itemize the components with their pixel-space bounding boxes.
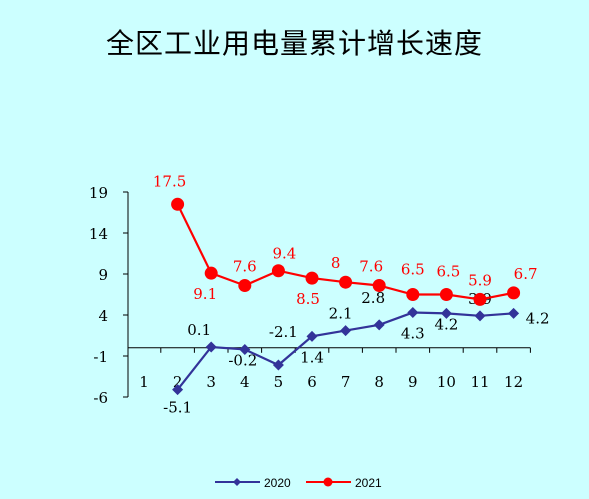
data-point-2020	[440, 307, 452, 319]
y-tick-label: 19	[89, 184, 108, 202]
legend-label-2021: 2021	[355, 476, 382, 490]
data-point-2020	[508, 307, 520, 319]
data-label-2021: 5.9	[468, 271, 492, 289]
legend-label-2020: 2020	[264, 476, 291, 490]
data-label-2021: 8	[331, 254, 341, 272]
data-label-2021: 9.1	[193, 285, 217, 303]
data-point-2020	[373, 319, 385, 331]
data-point-2021	[406, 288, 420, 301]
data-point-2021	[473, 292, 487, 306]
x-tick-label: 12	[504, 373, 523, 391]
data-label-2021: 17.5	[153, 172, 186, 190]
y-tick-label: 4	[98, 307, 108, 325]
x-tick-label: 2	[173, 373, 183, 391]
legend-marker-2021	[323, 477, 333, 487]
data-point-2021	[305, 271, 319, 285]
y-tick-label: -6	[93, 389, 108, 407]
data-point-2020	[239, 343, 251, 355]
x-tick-label: 9	[408, 373, 418, 391]
data-point-2021	[507, 286, 521, 300]
data-point-2021	[238, 278, 252, 292]
data-label-2020: -0.2	[228, 351, 257, 369]
data-label-2021: 6.5	[401, 261, 425, 279]
data-point-2020	[205, 341, 217, 353]
x-tick-label: 8	[374, 373, 384, 391]
y-tick-label: 14	[89, 225, 108, 243]
data-label-2020: 4.2	[526, 309, 550, 327]
x-tick-label: 1	[139, 373, 149, 391]
x-tick-label: 6	[307, 373, 317, 391]
data-point-2020	[407, 307, 419, 319]
y-tick-label: -1	[93, 348, 108, 366]
x-tick-label: 11	[470, 373, 489, 391]
x-tick-label: 3	[206, 373, 216, 391]
data-label-2020: 2.1	[329, 305, 353, 323]
data-label-2020: 2.8	[361, 289, 385, 307]
data-point-2020	[306, 330, 318, 342]
data-label-2021: 8.5	[296, 290, 320, 308]
data-point-2020	[340, 325, 352, 337]
data-label-2020: 4.3	[401, 325, 425, 343]
x-tick-label: 10	[437, 373, 456, 391]
data-point-2021	[439, 288, 453, 301]
data-label-2021: 6.7	[514, 265, 538, 283]
data-point-2021	[171, 197, 185, 211]
data-label-2021: 7.6	[359, 257, 383, 275]
data-point-2021	[339, 275, 353, 289]
data-label-2020: -5.1	[163, 399, 192, 417]
data-point-2021	[271, 264, 285, 278]
data-point-2020	[474, 310, 486, 322]
chart-title: 全区工业用电量累计增长速度	[105, 27, 483, 60]
data-label-2021: 7.6	[233, 257, 257, 275]
data-label-2020: 4.2	[434, 315, 458, 333]
legend-marker-2020	[233, 478, 241, 486]
data-label-2020: 0.1	[187, 321, 211, 339]
y-tick-label: 9	[98, 266, 108, 284]
data-label-2020: 1.4	[300, 348, 324, 366]
x-tick-label: 4	[240, 373, 250, 391]
data-point-2021	[372, 278, 386, 292]
data-label-2021: 6.5	[436, 263, 460, 281]
data-point-2020	[272, 359, 284, 371]
data-point-2020	[172, 384, 184, 396]
x-tick-label: 5	[274, 373, 284, 391]
data-point-2021	[204, 266, 218, 280]
data-label-2021: 9.4	[272, 245, 296, 263]
x-tick-label: 7	[341, 373, 351, 391]
data-label-2020: -2.1	[269, 323, 298, 341]
